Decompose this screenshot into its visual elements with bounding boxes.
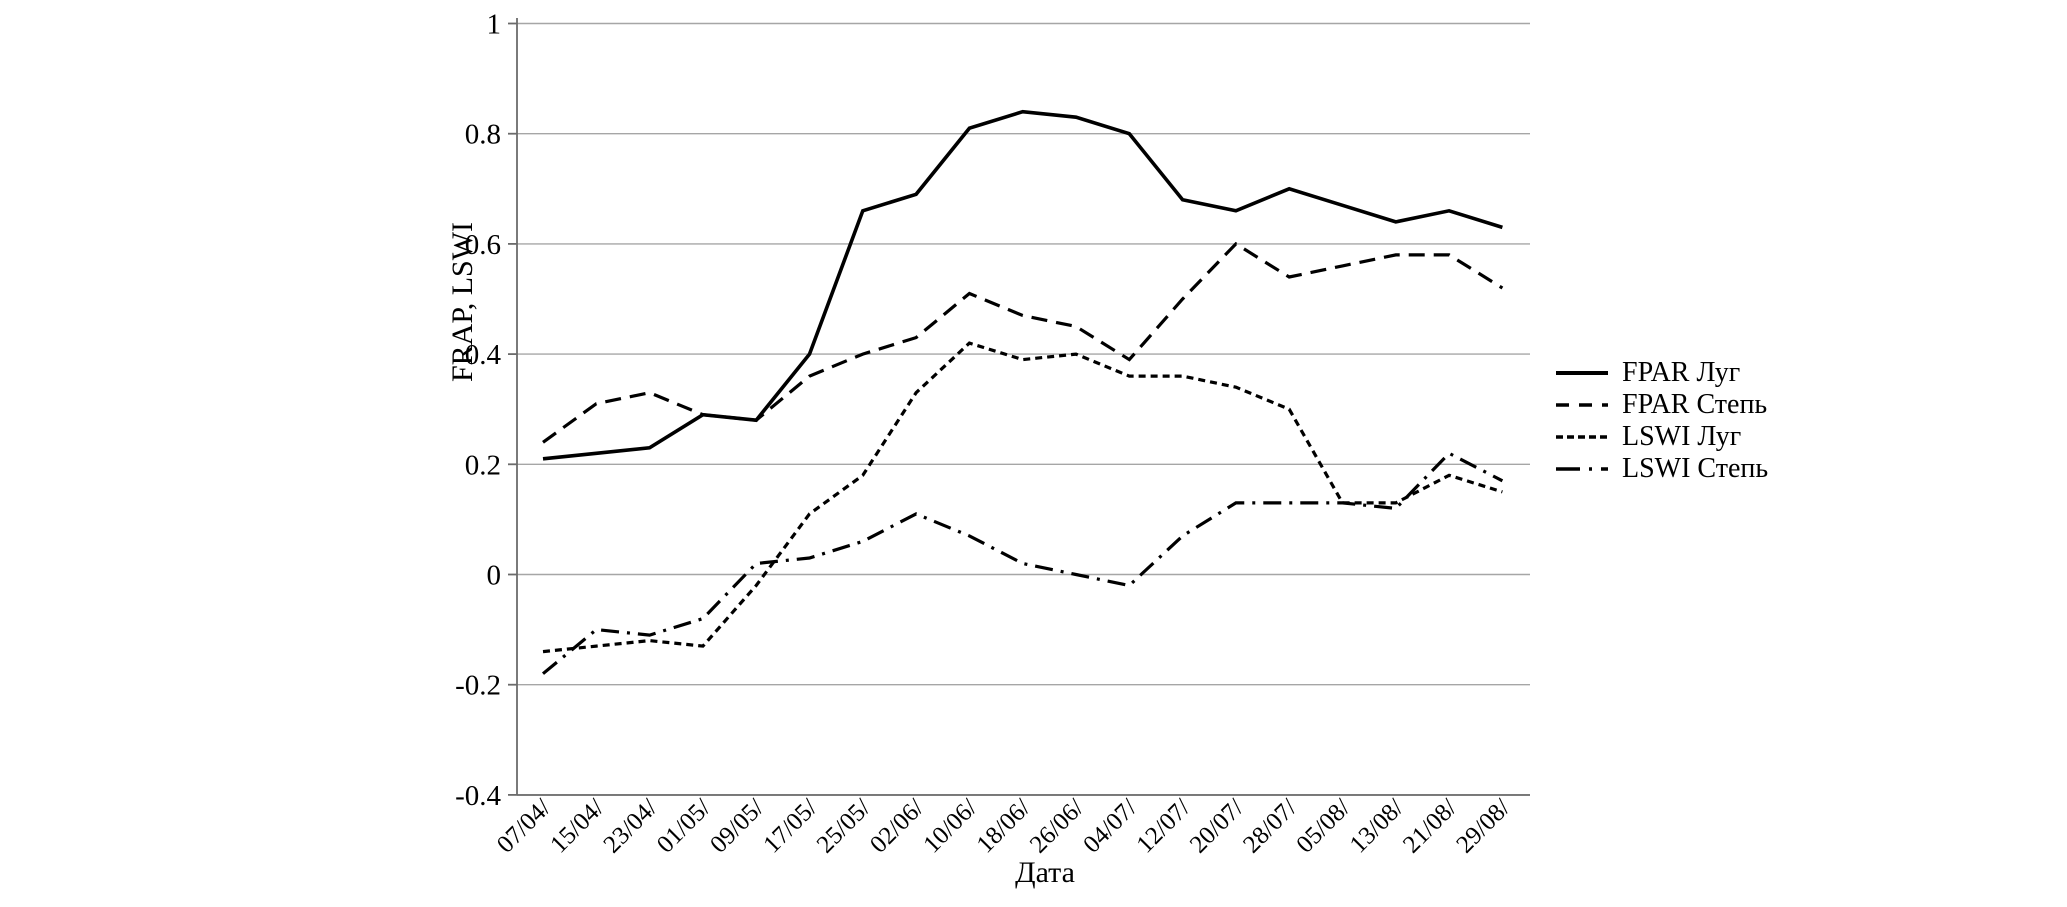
- y-axis-title: FRAP, LSWI: [446, 221, 479, 383]
- legend-line-sample: [1556, 403, 1608, 407]
- x-tick-label: 02/06/: [865, 794, 929, 858]
- x-tick-label: 28/07/: [1238, 794, 1302, 858]
- legend-item-0: FPAR Луг: [1556, 359, 1768, 387]
- series-line-fpar-степь: [542, 241, 1504, 444]
- x-tick-label: 10/06/: [918, 794, 982, 858]
- y-tick-label: 0.4: [465, 339, 502, 371]
- x-tick-label: 25/05/: [812, 794, 876, 858]
- legend-line-sample: [1556, 371, 1608, 375]
- x-tick-label: 20/07/: [1185, 794, 1249, 858]
- legend: FPAR Луг FPAR Степь LSWI Луг LSWI Степь: [1556, 359, 1768, 483]
- x-tick-label: 23/04/: [599, 794, 663, 858]
- legend-label: FPAR Луг: [1622, 357, 1741, 388]
- x-tick-label: 26/06/: [1025, 794, 1089, 858]
- x-tick-label: 05/08/: [1291, 794, 1355, 858]
- x-tick-label: 07/04/: [492, 794, 556, 858]
- legend-item-1: FPAR Степь: [1556, 391, 1768, 419]
- x-tick-label: 15/04/: [545, 794, 609, 858]
- y-tick-label: 1: [487, 9, 502, 41]
- y-tick-label: -0.2: [455, 670, 501, 702]
- x-tick-label: 01/05/: [652, 794, 716, 858]
- y-tick-label: 0: [487, 560, 502, 592]
- y-tick-label: 0.6: [465, 229, 501, 261]
- x-tick-label: 29/08/: [1451, 794, 1515, 858]
- x-tick-label: 13/08/: [1345, 794, 1409, 858]
- legend-label: FPAR Степь: [1622, 389, 1768, 420]
- x-tick-label: 12/07/: [1132, 794, 1196, 858]
- legend-line-sample: [1556, 435, 1608, 439]
- x-tick-label: 17/05/: [758, 794, 822, 858]
- x-tick-label: 04/07/: [1078, 794, 1142, 858]
- series-line-lswi-луг: [542, 341, 1503, 654]
- legend-label: LSWI Луг: [1622, 421, 1742, 452]
- series-line-lswi-степь: [541, 451, 1504, 675]
- x-tick-label: 21/08/: [1398, 794, 1462, 858]
- x-tick-label: 09/05/: [705, 794, 769, 858]
- legend-label: LSWI Степь: [1622, 453, 1769, 484]
- x-tick-label: 18/06/: [972, 794, 1036, 858]
- legend-item-3: LSWI Степь: [1556, 455, 1768, 483]
- legend-item-2: LSWI Луг: [1556, 423, 1768, 451]
- y-tick-label: -0.4: [455, 780, 501, 812]
- legend-line-sample: [1556, 467, 1608, 471]
- y-tick-label: 0.8: [465, 119, 501, 151]
- y-tick-label: 0.2: [465, 449, 501, 481]
- x-axis-title: Дата: [1015, 856, 1075, 889]
